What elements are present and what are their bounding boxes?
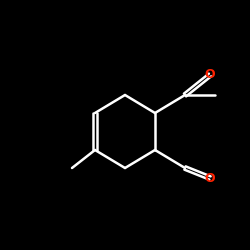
Text: O: O [205,172,215,184]
Text: O: O [205,68,215,82]
